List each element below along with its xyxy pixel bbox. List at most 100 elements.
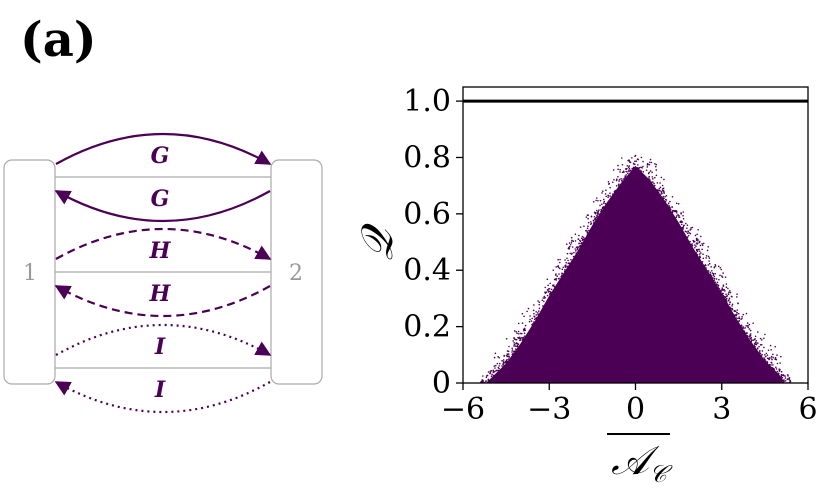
scatter-point — [655, 174, 658, 177]
scatter-point — [587, 221, 590, 224]
scatter-point — [640, 170, 643, 172]
scatter-point — [759, 337, 762, 340]
scatter-point — [558, 277, 560, 280]
scatter-point — [722, 272, 724, 274]
scatter-point — [493, 356, 496, 359]
scatter-point — [533, 312, 535, 315]
scatter-point — [521, 312, 524, 315]
scatter-point — [777, 372, 780, 375]
scatter-point — [617, 164, 619, 167]
scatter-point — [620, 179, 623, 182]
scatter-point — [592, 200, 595, 203]
scatter-point — [682, 227, 684, 230]
scatter-point — [633, 163, 636, 166]
scatter-point — [587, 214, 589, 216]
scatter-point — [752, 339, 755, 342]
scatter-point — [529, 315, 531, 317]
scatter-point — [625, 174, 628, 176]
scatter-point — [763, 358, 766, 361]
scatter-point — [766, 354, 769, 356]
x-axis-label-subscript: 𝒞 — [649, 460, 673, 488]
scatter-point — [622, 178, 624, 180]
scatter-point — [572, 255, 575, 258]
scatter-point — [520, 332, 522, 335]
scatter-point — [705, 255, 708, 257]
scatter-point — [724, 276, 727, 278]
scatter-point — [721, 292, 724, 295]
scatter-point — [557, 258, 559, 261]
scatter-point — [697, 238, 699, 241]
scatter-point — [749, 333, 752, 335]
scatter-point — [789, 380, 792, 383]
scatter-point — [766, 361, 769, 364]
scatter-point — [556, 275, 558, 277]
scatter-point — [529, 318, 531, 321]
x-tick-label: 3 — [712, 392, 731, 427]
scatter-point — [713, 279, 716, 281]
scatter-point — [716, 281, 719, 284]
scatter-point — [494, 367, 496, 369]
scatter-point — [763, 337, 765, 340]
scatter-point — [563, 270, 566, 273]
scatter-point — [607, 196, 609, 199]
scatter-point — [754, 341, 757, 344]
scatter-point — [546, 289, 549, 291]
scatter-point — [514, 345, 517, 347]
scatter-point — [634, 160, 636, 163]
x-tick-label: −6 — [441, 392, 485, 427]
scatter-point — [786, 373, 789, 376]
scatter-point — [564, 259, 566, 261]
scatter-point — [567, 259, 569, 262]
scatter-point — [586, 233, 589, 235]
scatter-point — [559, 258, 561, 261]
arrow-label-h-forward: H — [149, 238, 172, 264]
scatter-point — [671, 211, 674, 214]
scatter-point — [546, 294, 549, 297]
scatter-point — [759, 350, 761, 352]
scatter-point — [532, 309, 535, 312]
scatter-point — [637, 167, 640, 170]
scatter-point — [636, 158, 639, 160]
scatter-point — [489, 372, 491, 375]
scatter-point — [759, 343, 762, 346]
scatter-point — [713, 277, 716, 280]
scatter-point — [603, 202, 605, 204]
scatter-point — [727, 287, 729, 290]
scatter-point — [553, 285, 556, 288]
scatter-point — [511, 347, 513, 350]
scatter-point — [486, 374, 489, 377]
scatter-point — [680, 212, 682, 214]
scatter-point — [765, 352, 768, 355]
scatter-point — [713, 266, 716, 269]
arrow-label-h-backward: H — [149, 281, 172, 307]
scatter-point — [714, 265, 717, 267]
scatter-point — [505, 360, 508, 363]
scatter-point — [664, 200, 667, 203]
arrow-g-forward — [55, 132, 272, 165]
x-tick-label: 0 — [626, 392, 645, 427]
scatter-point — [668, 207, 671, 209]
scatter-point — [492, 374, 495, 377]
scatter-point — [724, 290, 726, 292]
scatter-point — [631, 157, 633, 159]
scatter-point — [650, 181, 653, 183]
scatter-point — [653, 184, 656, 187]
scatter-point — [583, 238, 586, 240]
scatter-point — [506, 355, 509, 358]
scatter-point — [686, 232, 689, 235]
scatter-point — [743, 330, 746, 332]
scatter-point — [748, 328, 751, 330]
scatter-point — [712, 272, 715, 275]
scatter-point — [557, 265, 560, 267]
scatter-point — [737, 317, 739, 320]
scatter-point — [707, 255, 710, 258]
scatter-point — [484, 380, 487, 382]
scatter-point — [725, 293, 727, 296]
scatter-point — [708, 262, 711, 265]
scatter-point — [639, 169, 641, 172]
scatter-point — [617, 185, 620, 187]
scatter-point — [691, 226, 694, 229]
scatter-point — [497, 366, 500, 369]
scatter-point — [579, 240, 582, 243]
